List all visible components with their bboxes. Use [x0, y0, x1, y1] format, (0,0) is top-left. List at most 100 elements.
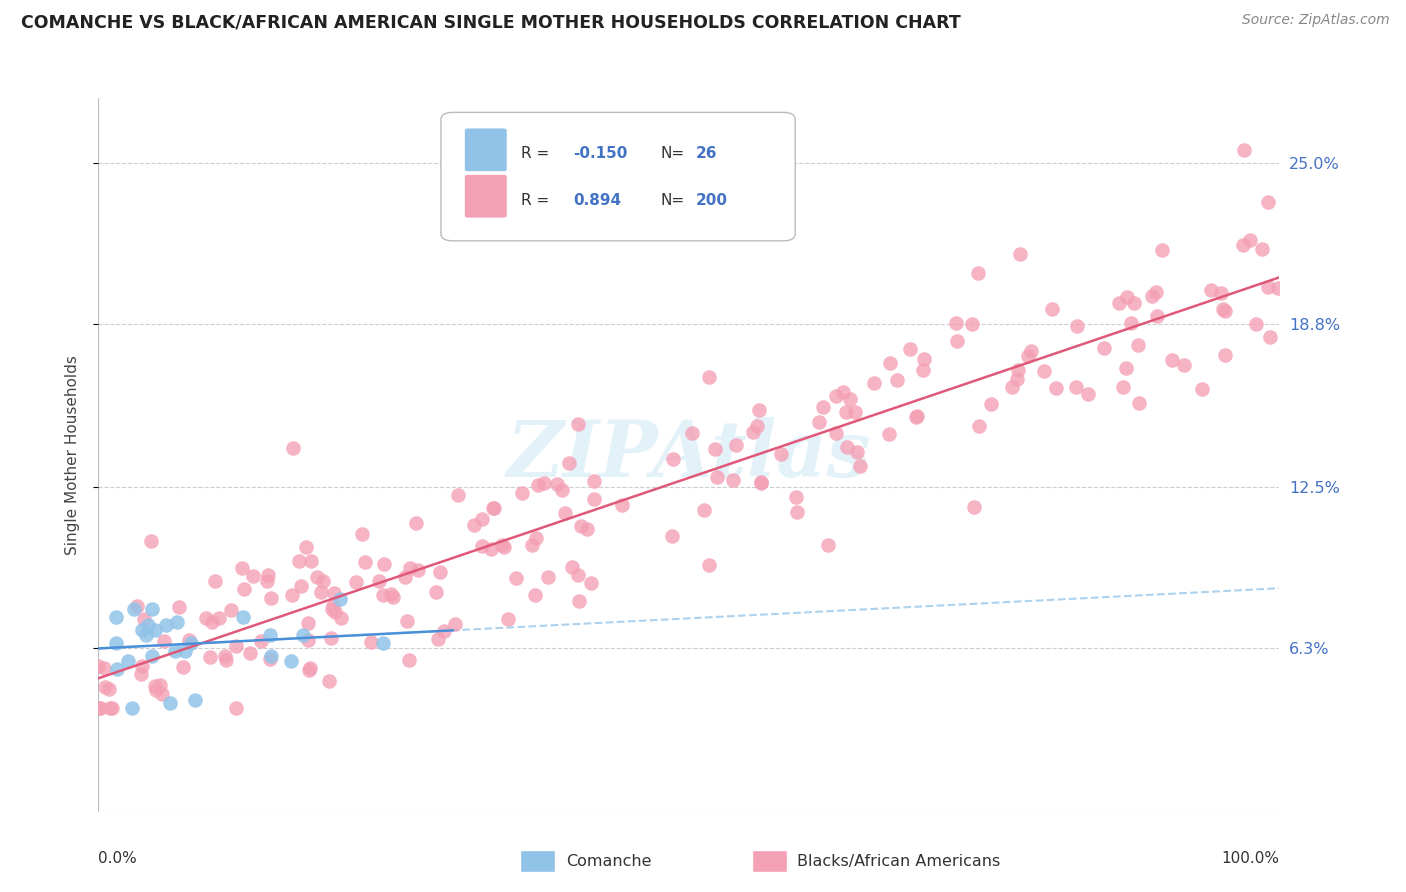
Point [886, 373, 908, 387]
Point [741, 425, 763, 439]
Point [849, 458, 872, 473]
Point [309, 585, 332, 599]
Point [214, 648, 236, 663]
Text: 0.0%: 0.0% [98, 851, 138, 866]
Point [281, 441, 304, 455]
Point [290, 579, 312, 593]
Point [699, 558, 721, 572]
Point [239, 646, 262, 660]
Point [567, 417, 589, 431]
Point [105, 662, 128, 676]
Point [136, 618, 159, 632]
Text: 26: 26 [696, 146, 717, 161]
Point [1116, 290, 1139, 304]
Point [260, 591, 283, 605]
Point [298, 663, 321, 677]
Point [233, 582, 256, 596]
Point [567, 568, 589, 582]
Point [962, 500, 984, 514]
Point [288, 553, 311, 567]
FancyBboxPatch shape [464, 128, 508, 171]
Point [174, 644, 197, 658]
Point [721, 473, 744, 487]
Text: -0.150: -0.150 [574, 146, 627, 161]
Point [1001, 380, 1024, 394]
Point [1066, 318, 1088, 333]
Point [471, 512, 494, 526]
Point [1212, 301, 1234, 316]
Point [479, 542, 502, 557]
Point [280, 589, 302, 603]
Text: N=: N= [661, 193, 685, 208]
Point [510, 486, 533, 500]
Point [524, 531, 547, 545]
Text: R =: R = [522, 193, 554, 208]
Point [195, 611, 218, 625]
Point [426, 632, 449, 646]
Point [612, 498, 634, 512]
Point [87, 658, 110, 673]
Point [350, 526, 373, 541]
Point [344, 574, 367, 589]
Point [371, 588, 394, 602]
Point [399, 561, 422, 575]
Point [471, 539, 494, 553]
Point [962, 317, 984, 331]
Point [693, 503, 716, 517]
Point [704, 442, 727, 456]
Point [225, 639, 247, 653]
Point [145, 683, 167, 698]
Y-axis label: Single Mother Households: Single Mother Households [65, 355, 80, 555]
Point [322, 586, 344, 600]
Point [260, 648, 283, 663]
Point [945, 334, 967, 348]
Point [583, 491, 606, 506]
Point [551, 483, 574, 498]
Point [967, 418, 990, 433]
Point [394, 570, 416, 584]
Point [1160, 352, 1182, 367]
Point [433, 624, 456, 639]
Text: 200: 200 [696, 193, 728, 208]
Point [1008, 247, 1031, 261]
Point [838, 392, 860, 406]
Point [1250, 242, 1272, 256]
Point [546, 476, 568, 491]
Point [1092, 341, 1115, 355]
Text: COMANCHE VS BLACK/AFRICAN AMERICAN SINGLE MOTHER HOUSEHOLDS CORRELATION CHART: COMANCHE VS BLACK/AFRICAN AMERICAN SINGL… [21, 13, 960, 31]
Point [1244, 318, 1267, 332]
Point [380, 586, 402, 600]
Point [484, 501, 506, 516]
Point [1233, 143, 1256, 157]
Point [491, 537, 513, 551]
Point [496, 612, 519, 626]
Text: ZIPAtlas: ZIPAtlas [506, 417, 872, 493]
Point [505, 571, 527, 585]
Point [520, 538, 543, 552]
Point [524, 588, 547, 602]
Point [945, 316, 967, 330]
Point [898, 343, 921, 357]
Point [481, 500, 503, 515]
Point [298, 661, 321, 675]
Point [166, 615, 188, 630]
Point [141, 648, 163, 663]
Point [1077, 387, 1099, 401]
Point [141, 602, 163, 616]
FancyBboxPatch shape [441, 112, 796, 241]
Point [143, 623, 166, 637]
Point [662, 452, 685, 467]
Point [322, 599, 344, 613]
Point [291, 628, 314, 642]
Point [373, 558, 395, 572]
Point [295, 540, 318, 554]
Point [259, 651, 281, 665]
Point [980, 397, 1002, 411]
Point [786, 505, 808, 519]
Point [770, 447, 793, 461]
Point [398, 653, 420, 667]
Point [844, 405, 866, 419]
Point [537, 570, 560, 584]
Point [132, 612, 155, 626]
Point [808, 415, 831, 429]
